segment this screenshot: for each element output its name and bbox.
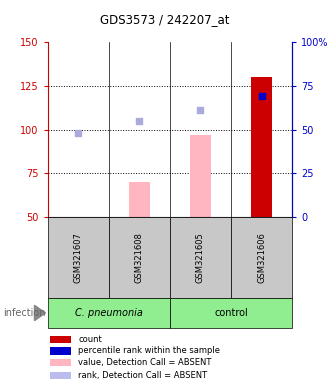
Bar	[231, 217, 292, 298]
Text: value, Detection Call = ABSENT: value, Detection Call = ABSENT	[78, 358, 212, 367]
Point	[198, 107, 203, 113]
Bar	[48, 217, 109, 298]
Bar	[48, 298, 170, 328]
Bar	[50, 348, 71, 354]
Bar	[170, 217, 231, 298]
Text: GDS3573 / 242207_at: GDS3573 / 242207_at	[100, 13, 230, 26]
Point	[137, 118, 142, 124]
Bar	[129, 182, 150, 217]
Bar	[50, 336, 71, 343]
Bar	[251, 77, 272, 217]
Point	[76, 130, 81, 136]
Bar	[109, 217, 170, 298]
Bar	[190, 135, 211, 217]
Polygon shape	[34, 305, 46, 321]
Text: C. pneumonia: C. pneumonia	[75, 308, 143, 318]
Bar	[50, 359, 71, 366]
Text: infection: infection	[3, 308, 46, 318]
Bar	[170, 298, 292, 328]
Text: GSM321606: GSM321606	[257, 232, 266, 283]
Text: percentile rank within the sample: percentile rank within the sample	[78, 346, 220, 356]
Point	[259, 93, 264, 99]
Text: count: count	[78, 335, 102, 344]
Text: control: control	[214, 308, 248, 318]
Text: GSM321607: GSM321607	[74, 232, 83, 283]
Bar	[50, 372, 71, 379]
Text: GSM321608: GSM321608	[135, 232, 144, 283]
Text: GSM321605: GSM321605	[196, 232, 205, 283]
Text: rank, Detection Call = ABSENT: rank, Detection Call = ABSENT	[78, 371, 207, 381]
